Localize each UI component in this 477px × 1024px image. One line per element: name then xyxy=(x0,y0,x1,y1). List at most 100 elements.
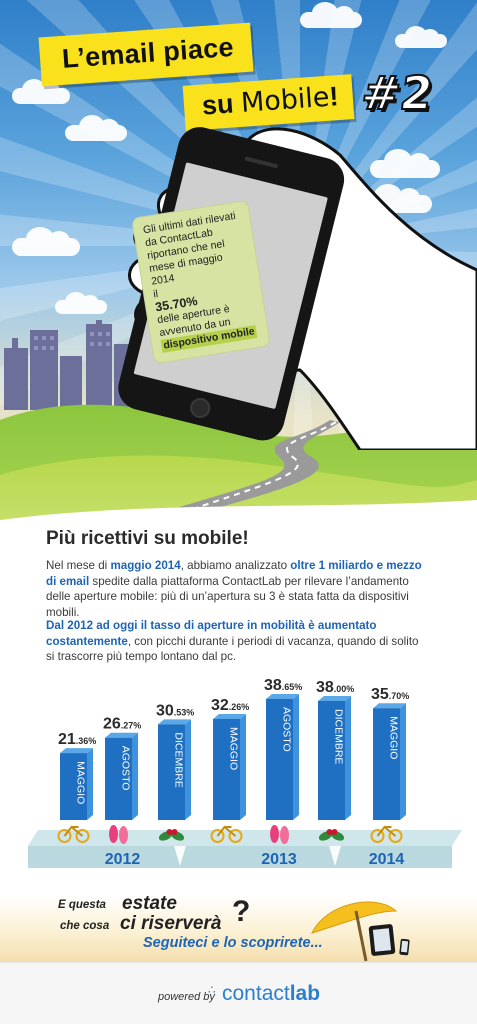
bar-value-label: 21.36% xyxy=(58,731,96,748)
chart-platform-top xyxy=(28,830,462,846)
bar-value-label: 38.00% xyxy=(316,679,354,696)
bicycle-icon xyxy=(210,825,243,843)
bar xyxy=(158,724,185,820)
bar-value-integer: 30 xyxy=(156,702,174,719)
frame xyxy=(376,825,397,837)
year-label: 2014 xyxy=(369,851,405,868)
issue-hashtag: #2 xyxy=(357,65,437,121)
bar-value-integer: 21 xyxy=(58,731,76,748)
bar-category-label: MAGGIO xyxy=(75,761,87,804)
bar-top xyxy=(266,693,299,699)
bar-category-label: MAGGIO xyxy=(228,727,240,770)
bar xyxy=(213,718,240,820)
holly-icon xyxy=(158,829,185,841)
bar-value-decimal: .27% xyxy=(121,721,142,731)
bar-value-integer: 35 xyxy=(371,686,389,703)
summer-question: E questa estate che cosa ci riserverà ? xyxy=(40,893,380,938)
bar-value-integer: 38 xyxy=(316,679,334,696)
wheel xyxy=(370,829,385,843)
beach-sand xyxy=(0,895,477,965)
bar xyxy=(266,698,293,820)
bar-top xyxy=(318,695,351,701)
sandal xyxy=(109,825,118,843)
bar-top xyxy=(60,748,93,754)
phone-message-bubble: Gli ultimi dati rilevati da ContactLab r… xyxy=(131,199,271,365)
bar-value-label: 26.27% xyxy=(103,716,141,733)
message-line: il xyxy=(152,287,159,301)
bar-value-decimal: .53% xyxy=(174,707,195,717)
question-mark: ? xyxy=(232,895,251,928)
title-line1: L’email piace xyxy=(61,31,235,74)
frame xyxy=(216,825,237,837)
berry xyxy=(166,829,173,835)
bar xyxy=(373,708,400,820)
bar-side xyxy=(185,719,191,820)
bar xyxy=(60,753,87,820)
bar-value-label: 30.53% xyxy=(156,702,194,719)
powered-by-bar: powered by ∴ contactlab xyxy=(0,962,477,1024)
frame xyxy=(63,825,84,837)
section-headline: Più ricettivi su mobile! xyxy=(46,528,249,549)
powered-by-label: powered by xyxy=(158,991,215,1003)
sandal xyxy=(119,826,128,844)
brand-part-bold: lab xyxy=(289,982,321,1005)
title-line2-prefix: su xyxy=(201,87,243,121)
holly-icon xyxy=(318,829,345,841)
bar-value-label: 38.65% xyxy=(264,677,302,694)
follow-us-text: Seguiteci e lo scoprirete... xyxy=(143,935,323,951)
wheel xyxy=(388,829,403,843)
year-divider xyxy=(329,846,341,866)
bar-side xyxy=(132,732,138,820)
text-run-bold: maggio 2014 xyxy=(110,559,181,572)
text-run: , con picchi durante i periodi di vacanz… xyxy=(46,634,419,664)
bar-value-label: 32.26% xyxy=(211,697,249,714)
sandal xyxy=(270,825,279,843)
bicycle-icon xyxy=(57,825,90,843)
year-divider xyxy=(174,846,186,866)
year-label: 2013 xyxy=(261,851,297,868)
cloud-icon xyxy=(55,292,107,314)
sandal xyxy=(280,826,289,844)
bicycle-icon xyxy=(370,825,403,843)
cloud-icon xyxy=(300,2,362,28)
bar-side xyxy=(240,713,246,820)
cloud-icon xyxy=(395,26,447,48)
question-small-1: E questa xyxy=(58,899,106,911)
bar-value-decimal: .26% xyxy=(229,702,250,712)
bar-category-label: AGOSTO xyxy=(120,746,132,791)
wheel xyxy=(210,829,225,843)
cloud-icon xyxy=(12,79,70,104)
bar-category-label: MAGGIO xyxy=(388,716,400,759)
berry xyxy=(171,829,178,835)
bar-category-label: DICEMBRE xyxy=(173,732,185,787)
bar-value-decimal: .70% xyxy=(389,691,410,701)
contactlab-logo: contactlab xyxy=(222,982,320,1006)
bar-side xyxy=(400,703,406,820)
question-big-1: estate xyxy=(122,893,177,914)
bar-side xyxy=(87,748,93,820)
year-label: 2012 xyxy=(105,851,141,868)
bar xyxy=(318,700,345,820)
trend-paragraph: Dal 2012 ad oggi il tasso di aperture in… xyxy=(46,618,430,665)
brand-part: contact xyxy=(222,982,290,1005)
cloud-icon xyxy=(370,149,440,178)
text-run-bold: Dal 2012 ad oggi il tasso di aperture in… xyxy=(46,619,377,648)
mobile-open-rate-bar-chart: 2012 2013 2014 MAGGIO 21.36% AGOSTO 26.27% DICE… xyxy=(28,677,462,868)
bar xyxy=(105,737,132,820)
berry xyxy=(331,829,338,835)
flip-flops-icon xyxy=(270,825,289,844)
intro-paragraph: Nel mese di maggio 2014, abbiamo analizz… xyxy=(46,558,430,620)
bar-category-label: DICEMBRE xyxy=(333,709,345,764)
wheel xyxy=(75,829,90,843)
wheel xyxy=(228,829,243,843)
text-run: spedite dalla piattaforma ContactLab per… xyxy=(46,574,409,619)
bar-top xyxy=(105,732,138,738)
question-big-2: ci riserverà xyxy=(120,913,222,934)
bar-value-integer: 26 xyxy=(103,716,121,733)
text-run: Nel mese di xyxy=(46,559,111,572)
bar-category-label: AGOSTO xyxy=(281,707,293,752)
bar-side xyxy=(293,693,299,820)
bar-top xyxy=(158,719,191,725)
question-small-2: che cosa xyxy=(60,920,110,932)
bar-value-label: 35.70% xyxy=(371,686,409,703)
